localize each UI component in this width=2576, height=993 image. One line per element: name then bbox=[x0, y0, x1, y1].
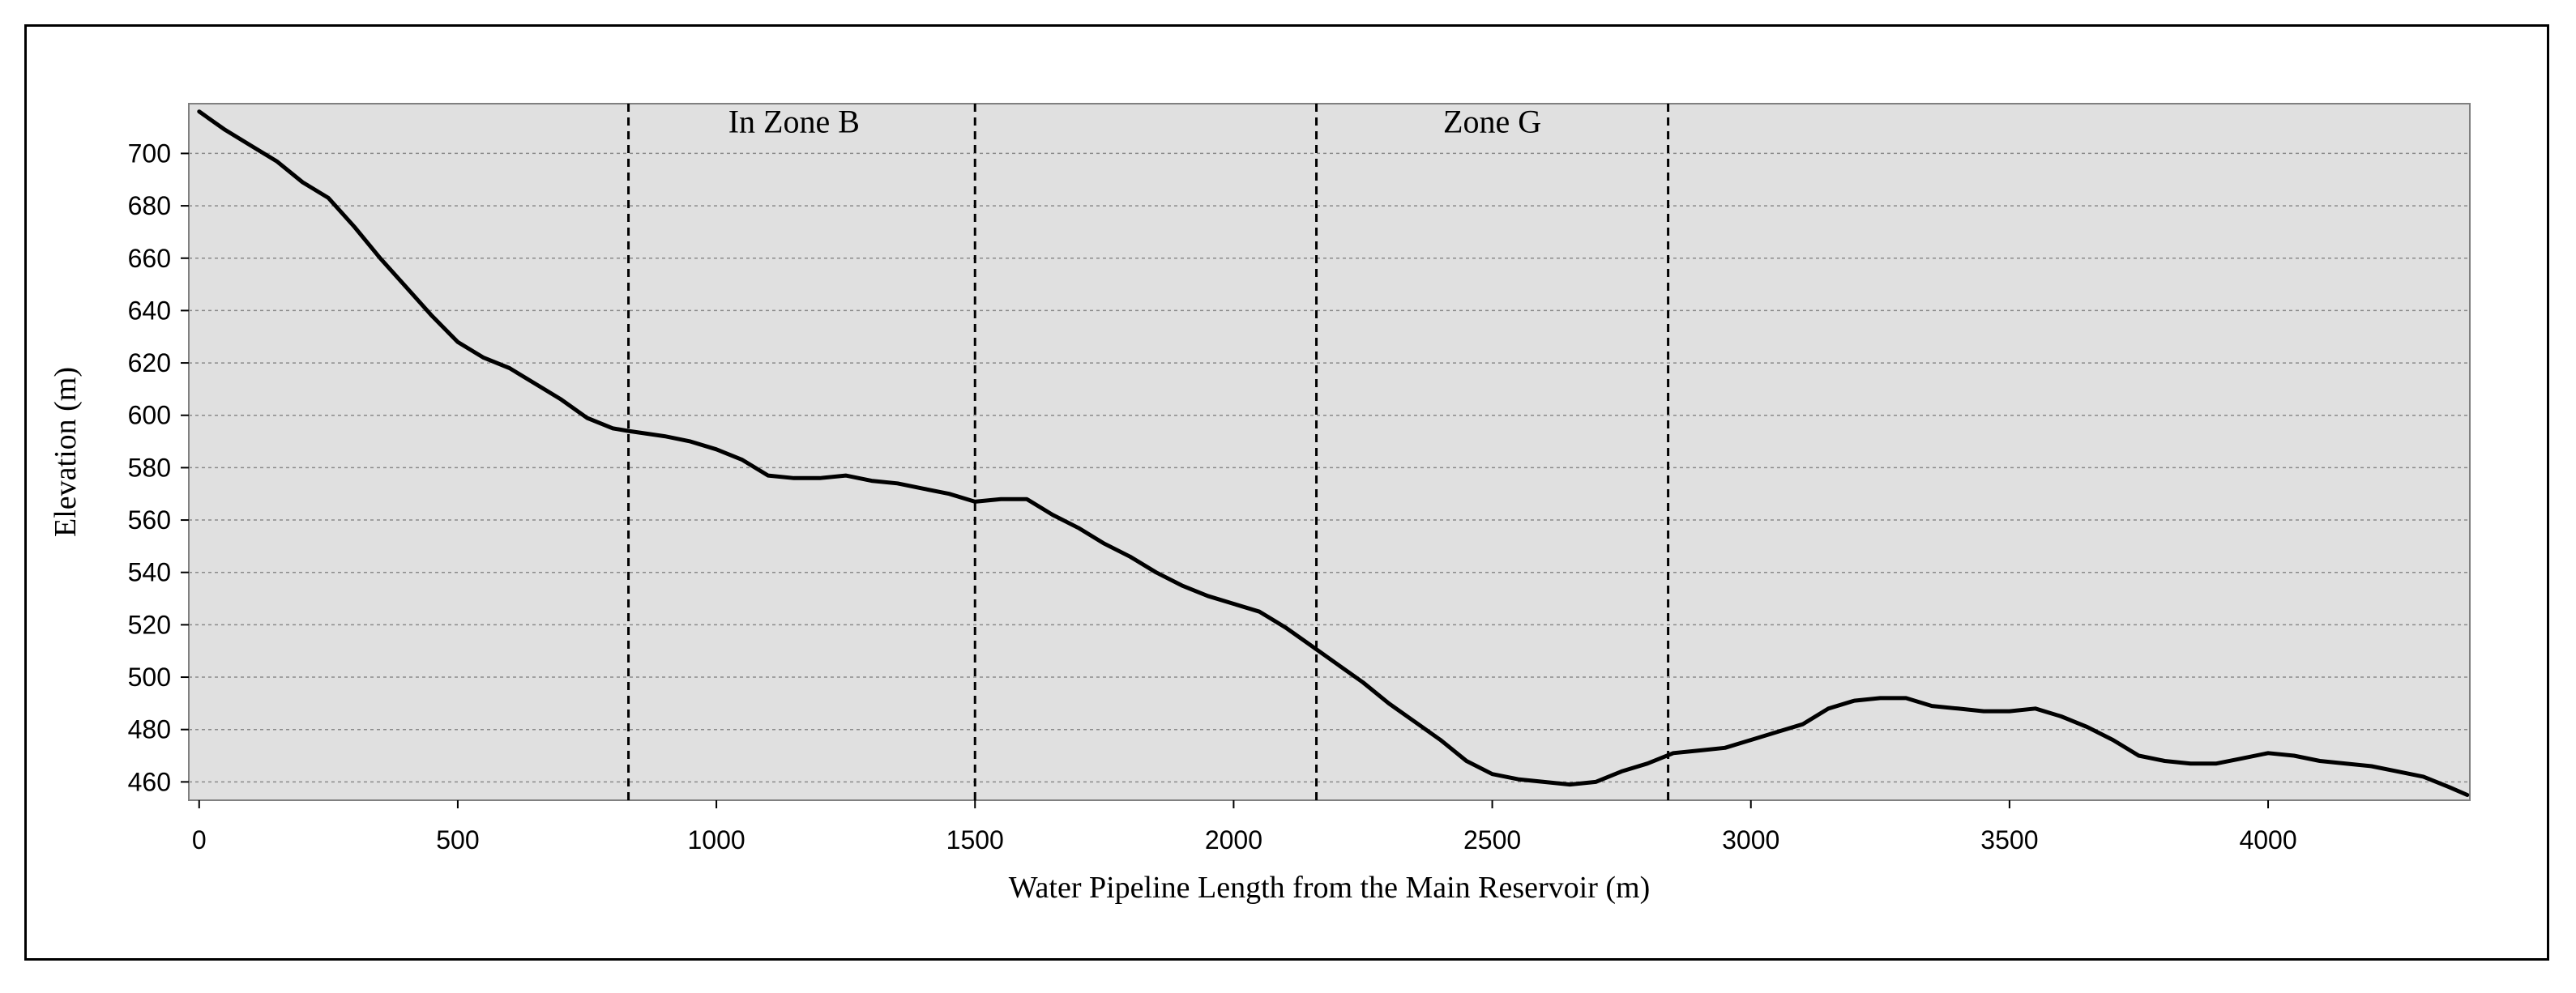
zone-boundaries: In Zone B Zone G bbox=[627, 104, 1670, 800]
x-tick-label: 1000 bbox=[687, 825, 745, 854]
y-tick-label: 460 bbox=[128, 767, 171, 796]
x-tick-label: 0 bbox=[192, 825, 207, 854]
y-tick-label: 540 bbox=[128, 558, 171, 587]
y-tick-label: 580 bbox=[128, 453, 171, 482]
x-tick-label: 1500 bbox=[946, 825, 1004, 854]
elevation-profile-chart: In Zone B Zone G 460 480 500 520 540 560 580 600… bbox=[49, 103, 2471, 905]
x-tick-label: 2500 bbox=[1463, 825, 1521, 854]
y-tick-label: 520 bbox=[128, 610, 171, 639]
x-tick-label: 3000 bbox=[1722, 825, 1779, 854]
y-tick-label: 600 bbox=[128, 401, 171, 430]
y-tick-label: 680 bbox=[128, 191, 171, 220]
axes: 460 480 500 520 540 560 580 600 620 640 660 680 700 0… bbox=[128, 139, 2297, 854]
x-tick-label: 3500 bbox=[1980, 825, 2038, 854]
y-axis-title: Elevation (m) bbox=[49, 367, 83, 537]
y-tick-label: 660 bbox=[128, 244, 171, 273]
elevation-series-line bbox=[197, 109, 2470, 797]
y-tick-label: 620 bbox=[128, 348, 171, 377]
zone-label: Zone G bbox=[1443, 104, 1541, 140]
y-tick-label: 560 bbox=[128, 505, 171, 535]
y-tick-label: 480 bbox=[128, 715, 171, 744]
chart-frame: In Zone B Zone G 460 480 500 520 540 560 580 600… bbox=[24, 24, 2549, 961]
data-series bbox=[197, 109, 2470, 797]
y-tick-label: 500 bbox=[128, 663, 171, 692]
y-tick-label: 700 bbox=[128, 139, 171, 168]
x-tick-label: 4000 bbox=[2239, 825, 2296, 854]
plot-area bbox=[188, 103, 2471, 801]
x-tick-label: 2000 bbox=[1205, 825, 1262, 854]
y-tick-label: 640 bbox=[128, 296, 171, 325]
x-tick-label: 500 bbox=[436, 825, 479, 854]
zone-label: In Zone B bbox=[728, 104, 860, 140]
x-axis-title: Water Pipeline Length from the Main Rese… bbox=[1009, 871, 1651, 905]
